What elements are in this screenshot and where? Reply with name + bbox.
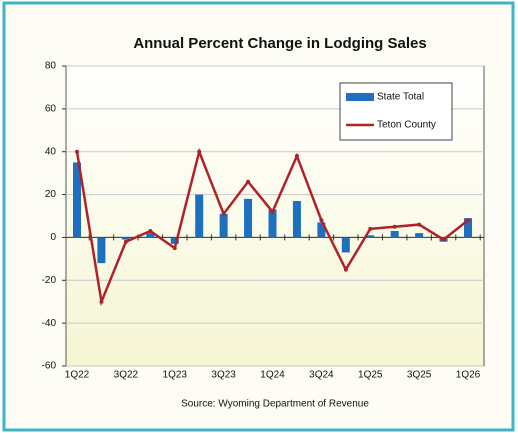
bar bbox=[244, 198, 253, 238]
bar bbox=[341, 237, 350, 253]
line-marker bbox=[246, 179, 251, 184]
line-marker bbox=[197, 149, 202, 154]
line-marker bbox=[148, 229, 153, 233]
line-marker bbox=[270, 209, 275, 214]
x-tick-label: 3Q24 bbox=[309, 370, 334, 381]
line-marker bbox=[466, 218, 470, 223]
x-tick-label: 1Q25 bbox=[358, 370, 383, 381]
bar bbox=[366, 235, 375, 238]
bar bbox=[170, 237, 179, 244]
line-marker bbox=[99, 299, 104, 304]
x-tick-label: 1Q26 bbox=[456, 370, 481, 381]
chart-title: Annual Percent Change in Lodging Sales bbox=[133, 35, 426, 52]
y-tick-label: -40 bbox=[42, 318, 57, 329]
line-marker bbox=[294, 154, 299, 158]
bar bbox=[390, 231, 399, 238]
bar bbox=[97, 237, 106, 264]
y-tick-label: -20 bbox=[42, 275, 57, 286]
bar bbox=[219, 213, 228, 238]
y-tick-label: 40 bbox=[45, 146, 57, 157]
legend-swatch bbox=[346, 93, 374, 101]
bar bbox=[195, 194, 204, 238]
line-marker bbox=[319, 218, 324, 223]
source: Source: Wyoming Department of Revenue bbox=[181, 399, 369, 410]
y-tick-label: 80 bbox=[45, 61, 57, 72]
line-marker bbox=[75, 149, 79, 154]
x-tick-label: 3Q22 bbox=[114, 370, 139, 381]
bar bbox=[146, 233, 155, 238]
line-marker bbox=[172, 246, 177, 251]
x-tick-label: 3Q25 bbox=[407, 370, 432, 381]
line-marker bbox=[123, 239, 128, 244]
legend-label: Teton County bbox=[377, 120, 436, 131]
bar bbox=[73, 162, 81, 238]
line-marker bbox=[441, 237, 446, 242]
x-tick-label: 3Q23 bbox=[211, 370, 236, 381]
x-tick-label: 1Q22 bbox=[65, 370, 90, 381]
y-tick-label: -60 bbox=[42, 361, 57, 372]
bar bbox=[268, 209, 277, 238]
line-marker bbox=[392, 224, 397, 229]
bar bbox=[415, 233, 424, 238]
y-tick-label: 0 bbox=[50, 232, 56, 243]
y-tick-label: 20 bbox=[45, 189, 57, 200]
bar bbox=[121, 237, 130, 240]
x-tick-label: 1Q24 bbox=[260, 370, 285, 381]
bar bbox=[292, 201, 301, 238]
x-tick-label: 1Q23 bbox=[163, 370, 188, 381]
line-marker bbox=[343, 267, 348, 272]
y-tick-label: 60 bbox=[45, 103, 57, 114]
line-marker bbox=[221, 211, 226, 216]
line-marker bbox=[417, 222, 422, 227]
bar bbox=[464, 218, 472, 238]
legend bbox=[339, 82, 453, 141]
legend-label: State Total bbox=[377, 92, 424, 103]
line-marker bbox=[368, 226, 373, 231]
bar bbox=[317, 222, 326, 238]
